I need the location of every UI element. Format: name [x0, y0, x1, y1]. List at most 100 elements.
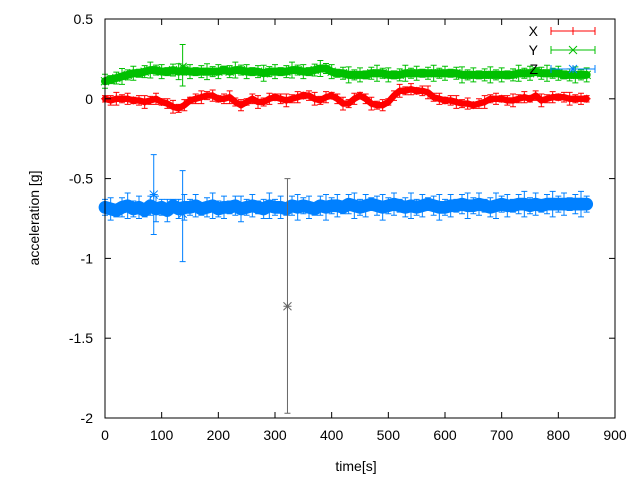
data-point: [281, 67, 291, 77]
data-point: [429, 201, 439, 211]
x-tick-label: 200: [207, 427, 231, 443]
data-point: [480, 97, 489, 106]
data-point: [219, 65, 229, 75]
data-point: [293, 202, 303, 212]
data-point: [400, 202, 410, 212]
data-point: [287, 201, 297, 211]
data-point: [531, 199, 541, 209]
data-point: [344, 199, 354, 209]
data-point: [543, 94, 551, 103]
data-point: [179, 202, 189, 212]
data-point: [349, 201, 359, 211]
outlier-point: [178, 62, 187, 72]
data-point: [259, 68, 269, 78]
data-point: [208, 201, 218, 211]
data-point: [151, 65, 161, 75]
data-point: [276, 94, 285, 103]
legend-label-Y: Y: [529, 42, 539, 58]
plot-frame: [104, 18, 616, 419]
data-point: [332, 201, 342, 211]
data-point: [429, 93, 438, 102]
data-point: [146, 96, 155, 105]
data-point: [169, 102, 177, 111]
data-point: [424, 88, 432, 97]
data-point: [270, 202, 280, 212]
data-point: [186, 96, 194, 105]
outlier-point: [149, 190, 159, 199]
data-point: [531, 91, 540, 100]
data-point: [361, 201, 371, 211]
data-point: [220, 94, 228, 103]
data-point: [123, 201, 133, 211]
data-point: [111, 73, 121, 83]
data-point: [191, 201, 201, 211]
data-point: [145, 201, 155, 211]
data-point: [366, 199, 376, 209]
data-point: [418, 86, 427, 95]
data-point: [293, 93, 302, 102]
data-point: [157, 202, 167, 212]
legend-label-X: X: [529, 23, 539, 39]
data-point: [367, 99, 376, 108]
data-point: [356, 91, 364, 100]
data-point: [361, 94, 370, 103]
data-point: [111, 206, 121, 215]
data-point: [225, 202, 235, 212]
data-point: [333, 94, 342, 103]
data-point: [514, 94, 523, 103]
data-point: [259, 204, 269, 214]
data-point: [395, 70, 405, 80]
data-point: [582, 94, 591, 103]
data-point: [383, 201, 393, 211]
data-point: [253, 202, 263, 212]
data-point: [452, 97, 461, 106]
data-point: [338, 68, 348, 78]
data-point: [508, 70, 518, 80]
data-point: [475, 99, 483, 108]
data-point: [310, 204, 320, 214]
data-point: [236, 65, 246, 75]
data-point: [582, 199, 592, 209]
data-point: [281, 204, 291, 214]
data-point: [123, 70, 133, 80]
data-point: [197, 93, 206, 102]
data-point: [327, 91, 336, 100]
x-tick-label: 900: [603, 427, 627, 443]
data-point: [350, 94, 359, 103]
data-point: [576, 199, 586, 209]
data-point: [390, 91, 398, 100]
data-point: [293, 65, 303, 75]
data-point: [406, 201, 416, 211]
data-point: [315, 201, 325, 211]
data-point: [230, 201, 240, 211]
data-point: [151, 204, 161, 214]
data-point: [219, 202, 229, 212]
data-point: [140, 67, 150, 77]
data-point: [378, 68, 388, 78]
x-tick-label: 600: [433, 427, 457, 443]
data-point: [321, 202, 331, 212]
data-point: [140, 97, 149, 106]
data-point: [355, 202, 365, 212]
legend: XYZ: [529, 23, 596, 77]
data-point: [395, 201, 405, 211]
data-point: [463, 99, 472, 108]
legend-marker-Y: [568, 45, 578, 55]
data-point: [163, 99, 172, 108]
data-point: [135, 96, 143, 105]
data-point: [520, 93, 529, 102]
x-axis-label: time[s]: [335, 458, 376, 474]
data-point: [271, 93, 279, 102]
data-point: [225, 93, 234, 102]
data-point: [491, 201, 501, 211]
data-point: [553, 199, 563, 209]
data-point: [304, 202, 314, 212]
y-tick-label: -0.5: [69, 171, 93, 187]
data-point: [440, 202, 450, 212]
data-point: [457, 199, 467, 209]
y-axis-label: acceleration [g]: [26, 171, 42, 266]
data-point: [310, 94, 319, 103]
data-point: [446, 201, 456, 211]
data-point: [106, 75, 116, 85]
